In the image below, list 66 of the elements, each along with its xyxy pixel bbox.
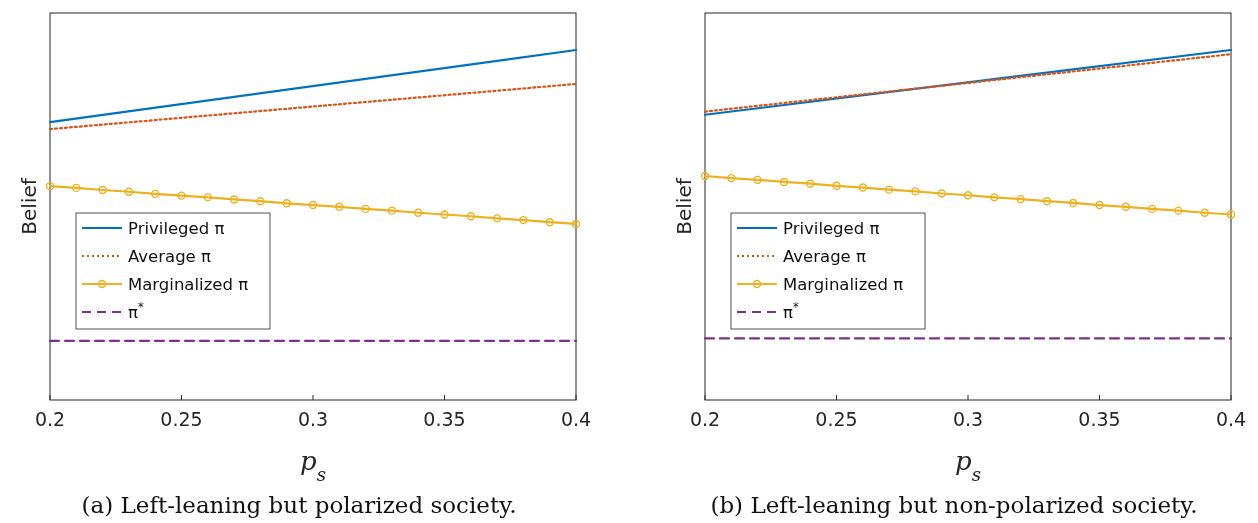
point [466, 212, 475, 221]
point [229, 195, 239, 204]
legend-label: Average π [783, 247, 866, 266]
point [1200, 208, 1209, 217]
point [911, 187, 920, 196]
point [440, 210, 449, 219]
point [700, 171, 710, 181]
point [806, 179, 815, 188]
legend-label: Marginalized π [128, 275, 249, 294]
x-tick-label: 0.4 [560, 408, 592, 430]
point [282, 199, 291, 208]
legend-label: Marginalized π [783, 275, 904, 294]
point [203, 193, 212, 202]
x-tick-label: 0.25 [160, 408, 203, 430]
x-tick-label: 0.3 [952, 408, 984, 430]
point [545, 218, 554, 227]
point [884, 185, 894, 194]
legend-label: Privileged π [783, 219, 880, 238]
point [1042, 197, 1052, 206]
x-axis-title: p$_{s}$ [300, 446, 326, 485]
x-axis-title: p$_{s}$ [955, 446, 981, 485]
x-tick-label: 0.2 [689, 408, 721, 430]
point [1147, 204, 1157, 214]
point [990, 193, 999, 202]
point [571, 219, 581, 229]
y-axis-title: Belief [672, 177, 696, 235]
point [832, 181, 841, 190]
point [177, 191, 186, 200]
point [779, 177, 789, 187]
legend-label: Average π [128, 247, 211, 266]
point [361, 204, 370, 214]
x-tick-label: 0.25 [815, 408, 858, 430]
x-tick-label: 0.35 [1078, 408, 1121, 430]
x-tick-label: 0.35 [423, 408, 466, 430]
point [72, 183, 81, 193]
y-axis-title: Belief [17, 177, 41, 235]
point [1121, 202, 1130, 211]
point [98, 185, 107, 195]
point [387, 206, 397, 215]
point [937, 189, 946, 198]
point [963, 191, 973, 200]
point [1069, 198, 1078, 208]
x-tick-label: 0.2 [34, 408, 66, 430]
point [414, 208, 423, 217]
text: (b) Left-leaning but non-polarized society. [710, 492, 1198, 518]
x-tick-label: 0.3 [297, 408, 329, 430]
legend-label: π$^{*}$ [783, 300, 799, 322]
point [858, 183, 867, 192]
text: (a) Left-leaning but polarized society. [81, 492, 517, 518]
point [335, 202, 344, 211]
x-tick-label: 0.4 [1215, 408, 1247, 430]
point [256, 197, 265, 206]
point [519, 215, 528, 225]
point [124, 187, 134, 196]
point [492, 214, 502, 223]
point [727, 173, 736, 183]
point [1016, 194, 1025, 204]
point [308, 200, 318, 210]
point [1174, 206, 1183, 215]
point [1095, 200, 1104, 210]
legend-label: π$^{*}$ [128, 300, 144, 322]
legend-label: Privileged π [128, 219, 225, 238]
point [151, 189, 160, 199]
point [1226, 210, 1236, 219]
point [45, 181, 55, 191]
point [753, 175, 762, 185]
